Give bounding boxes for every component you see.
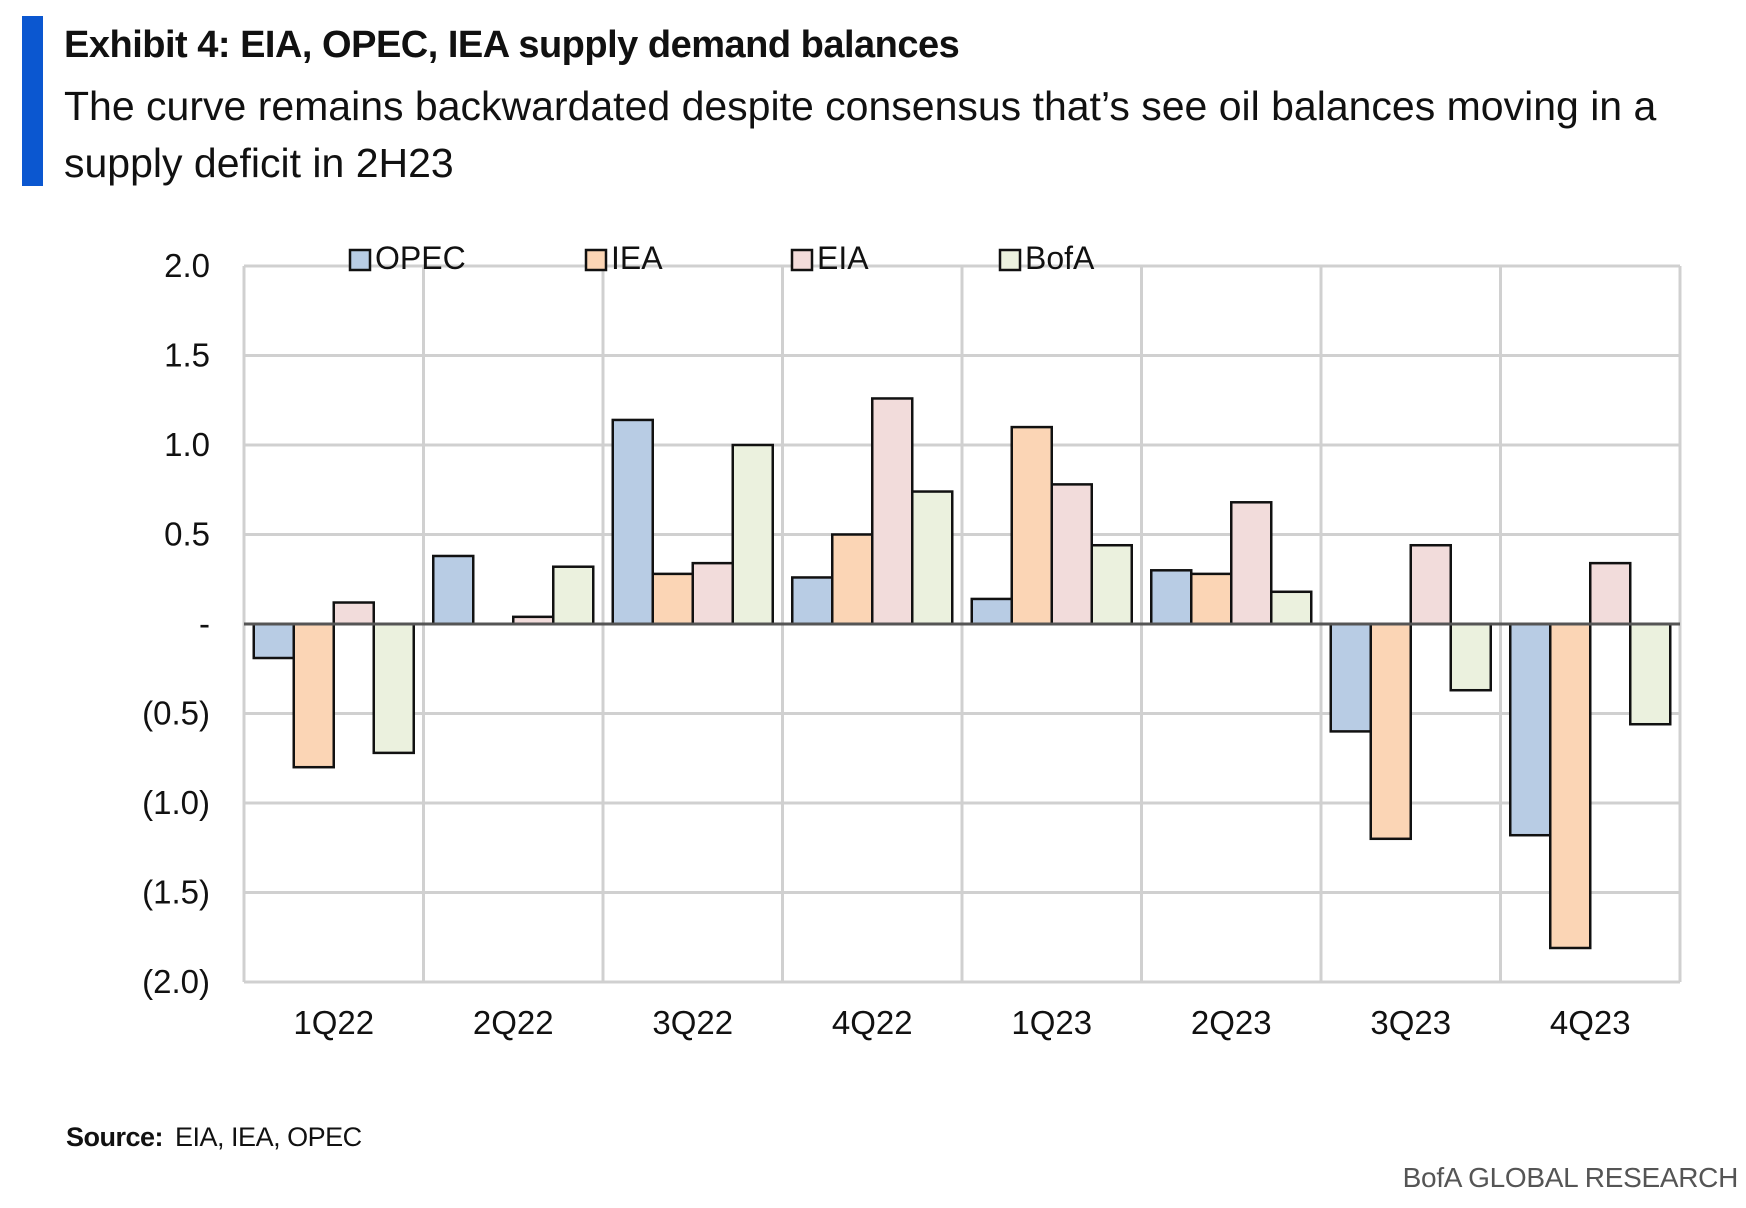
legend-swatch-iea: [584, 248, 608, 272]
bar-eia-4q22: [871, 397, 914, 626]
legend-label-bofa: BofA: [1025, 240, 1095, 276]
bar-bofa-3q23: [1449, 622, 1492, 692]
y-tick-label: 0.5: [164, 516, 210, 553]
legend-label-opec: OPEC: [375, 240, 466, 276]
source-text: EIA, IEA, OPEC: [175, 1122, 362, 1152]
legend-label-eia: EIA: [817, 240, 869, 276]
bar-iea-4q23: [1549, 622, 1592, 950]
x-tick-label: 3Q23: [1370, 1004, 1451, 1041]
bar-opec-2q22: [432, 554, 475, 626]
bar-chart: 2.0 1.5 1.0 0.5 - (0.5) (1.0) (1.5) (2.0) 1Q22 2Q2…: [142, 240, 1682, 1041]
legend-swatch-bofa: [998, 248, 1022, 272]
bar-bofa-1q22: [372, 622, 415, 755]
bar-bofa-2q23: [1270, 590, 1313, 626]
y-tick-label: 1.0: [164, 426, 210, 463]
bar-iea-1q23: [1010, 425, 1053, 626]
bar-opec-4q23: [1509, 622, 1552, 837]
source-label: Source:: [66, 1122, 164, 1152]
bar-eia-4q23: [1589, 561, 1632, 626]
bar-eia-3q23: [1409, 543, 1452, 626]
bar-opec-1q23: [970, 597, 1013, 626]
bar-opec-3q23: [1329, 622, 1372, 733]
x-tick-label: 2Q23: [1191, 1004, 1272, 1041]
bar-opec-3q22: [611, 418, 654, 626]
y-tick-label: 2.0: [164, 247, 210, 284]
legend-swatch-opec: [348, 248, 372, 272]
bar-opec-1q22: [252, 622, 295, 660]
bar-bofa-1q23: [1090, 543, 1133, 626]
x-tick-label: 2Q22: [473, 1004, 554, 1041]
source-note: Source: EIA, IEA, OPEC: [66, 1122, 362, 1153]
bar-opec-4q22: [791, 576, 834, 626]
y-tick-label: (1.5): [142, 874, 210, 911]
legend-swatch-eia: [790, 248, 814, 272]
brand-footer: BofA GLOBAL RESEARCH: [1402, 1162, 1739, 1193]
bar-bofa-2q22: [552, 565, 595, 626]
y-tick-label: 1.5: [164, 337, 210, 374]
x-tick-label: 1Q23: [1011, 1004, 1092, 1041]
bar-eia-2q23: [1230, 501, 1273, 626]
bar-iea-3q23: [1369, 622, 1412, 841]
bar-iea-4q22: [831, 533, 874, 626]
bar-bofa-4q22: [911, 490, 954, 626]
bar-eia-3q22: [691, 561, 734, 626]
bar-iea-1q22: [292, 622, 335, 769]
bar-iea-2q23: [1190, 572, 1233, 626]
y-tick-label: -: [199, 605, 210, 642]
bar-iea-3q22: [651, 572, 694, 626]
y-tick-label: (2.0): [142, 963, 210, 1000]
bar-bofa-3q22: [731, 443, 774, 626]
y-tick-label: (1.0): [142, 784, 210, 821]
bar-eia-1q23: [1050, 483, 1093, 626]
chart-title: Exhibit 4: EIA, OPEC, IEA supply demand …: [64, 24, 960, 66]
chart-subtitle: The curve remains backwardated despite c…: [64, 83, 1657, 186]
x-tick-label: 1Q22: [293, 1004, 374, 1041]
bar-eia-1q22: [332, 601, 375, 626]
bar-opec-2q23: [1150, 569, 1193, 626]
legend-label-iea: IEA: [611, 240, 663, 276]
accent-bar: [22, 16, 43, 186]
x-tick-label: 4Q23: [1550, 1004, 1631, 1041]
bar-bofa-4q23: [1629, 622, 1672, 726]
x-tick-label: 3Q22: [652, 1004, 733, 1041]
x-tick-label: 4Q22: [832, 1004, 913, 1041]
y-tick-label: (0.5): [142, 695, 210, 732]
